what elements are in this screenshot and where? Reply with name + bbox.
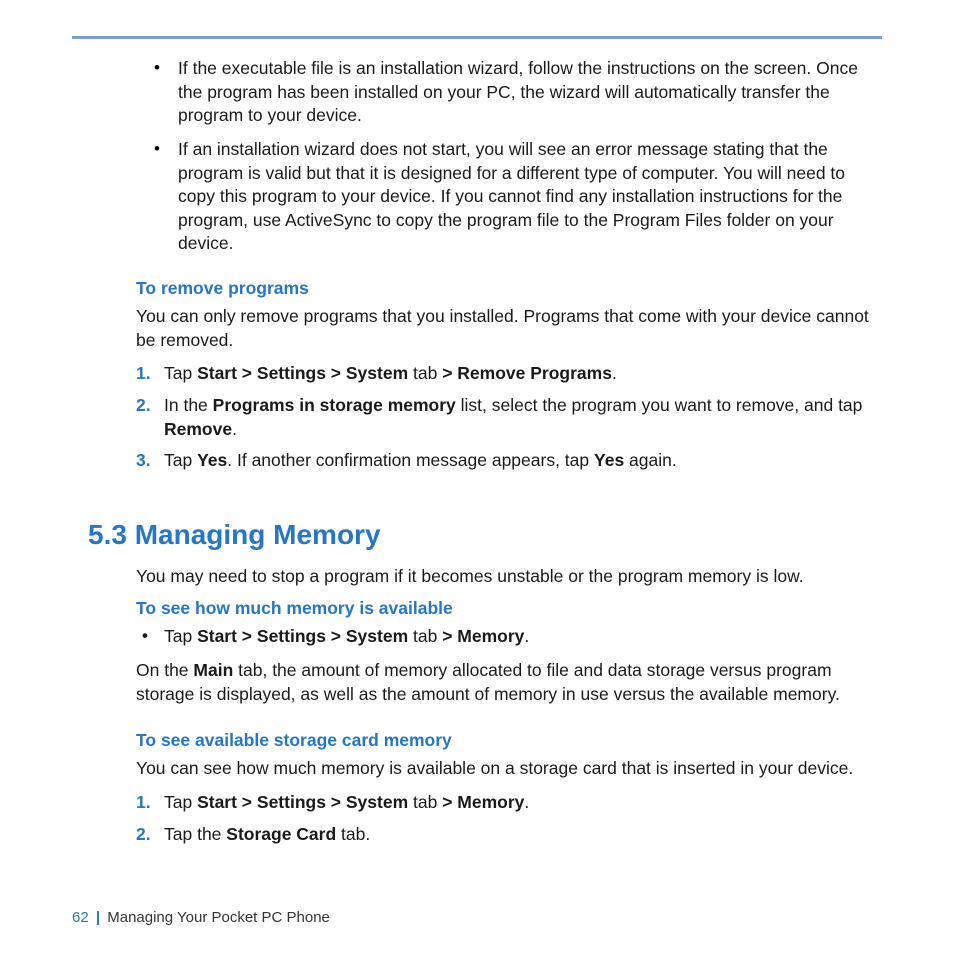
list-item: 2. Tap the Storage Card tab. bbox=[136, 823, 882, 847]
list-item: If an installation wizard does not start… bbox=[136, 138, 882, 256]
section-heading-memory: 5.3 Managing Memory bbox=[88, 519, 882, 551]
sub-heading-storage-card: To see available storage card memory bbox=[136, 730, 882, 751]
body-text: You can only remove programs that you in… bbox=[136, 305, 882, 352]
step-text: In the Programs in storage memory list, … bbox=[164, 395, 862, 439]
step-number: 2. bbox=[136, 394, 151, 418]
intro-bullet-list: If the executable file is an installatio… bbox=[136, 57, 882, 256]
step-number: 3. bbox=[136, 449, 151, 473]
step-text: Tap Start > Settings > System tab > Remo… bbox=[164, 363, 617, 383]
content-area: If the executable file is an installatio… bbox=[72, 57, 882, 846]
top-rule bbox=[72, 36, 882, 39]
memory-bullet-list: Tap Start > Settings > System tab > Memo… bbox=[136, 625, 882, 649]
body-text: You can see how much memory is available… bbox=[136, 757, 882, 781]
sub-heading-remove: To remove programs bbox=[136, 278, 882, 299]
storage-steps-list: 1. Tap Start > Settings > System tab > Me… bbox=[136, 791, 882, 846]
step-number: 2. bbox=[136, 823, 151, 847]
list-item: 3. Tap Yes. If another confirmation messa… bbox=[136, 449, 882, 473]
list-item: Tap Start > Settings > System tab > Memo… bbox=[136, 625, 882, 649]
list-item: If the executable file is an installatio… bbox=[136, 57, 882, 128]
step-text: Tap the Storage Card tab. bbox=[164, 824, 370, 844]
step-text: Tap Start > Settings > System tab > Memo… bbox=[164, 792, 529, 812]
body-text: On the Main tab, the amount of memory al… bbox=[136, 659, 882, 706]
page-number: 62 bbox=[72, 909, 89, 926]
body-text: You may need to stop a program if it bec… bbox=[136, 565, 882, 589]
remove-steps-list: 1. Tap Start > Settings > System tab > Re… bbox=[136, 362, 882, 473]
page-footer: 62 | Managing Your Pocket PC Phone bbox=[72, 909, 330, 926]
list-item: 2. In the Programs in storage memory list… bbox=[136, 394, 882, 441]
list-item: 1. Tap Start > Settings > System tab > Re… bbox=[136, 362, 882, 386]
step-text: Tap Yes. If another confirmation message… bbox=[164, 450, 677, 470]
step-number: 1. bbox=[136, 362, 151, 386]
step-number: 1. bbox=[136, 791, 151, 815]
page-container: If the executable file is an installatio… bbox=[0, 0, 954, 900]
footer-separator: | bbox=[96, 909, 100, 926]
chapter-title: Managing Your Pocket PC Phone bbox=[107, 909, 330, 926]
sub-heading-memory-available: To see how much memory is available bbox=[136, 598, 882, 619]
list-item: 1. Tap Start > Settings > System tab > Me… bbox=[136, 791, 882, 815]
